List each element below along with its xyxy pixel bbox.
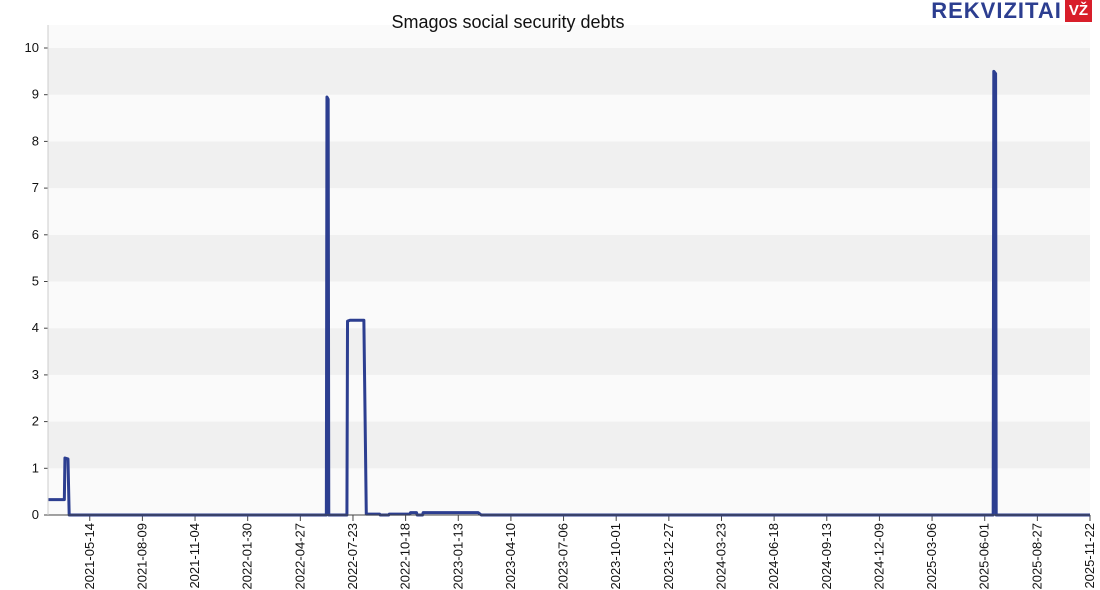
grid-band xyxy=(48,468,1090,515)
brand-wordmark: REKVIZITAI xyxy=(931,0,1062,23)
grid-band xyxy=(48,374,1090,422)
y-tick-label: 3 xyxy=(32,367,39,382)
x-tick-label: 2021-08-09 xyxy=(134,523,149,590)
grid-band xyxy=(48,421,1090,469)
x-tick-label: 2021-11-04 xyxy=(187,523,202,589)
x-tick-label: 2023-12-27 xyxy=(661,523,676,590)
x-tick-label: 2023-07-06 xyxy=(556,523,571,590)
y-tick-label: 7 xyxy=(32,180,39,195)
x-axis: 2021-05-14 2021-08-09 2021-11-04 2022-01-30… xyxy=(82,515,1097,590)
y-tick-label: 9 xyxy=(32,87,39,102)
y-tick-label: 10 xyxy=(25,40,39,55)
y-tick-label: 5 xyxy=(32,274,39,289)
grid-band xyxy=(48,281,1090,329)
y-axis: 0 1 2 3 4 5 6 7 8 9 10 xyxy=(25,40,48,522)
x-tick-label: 2024-09-13 xyxy=(819,523,834,590)
x-tick-label: 2022-07-23 xyxy=(345,523,360,590)
x-tick-label: 2024-06-18 xyxy=(766,523,781,590)
x-tick-label: 2023-10-01 xyxy=(608,523,623,590)
x-tick-label: 2025-03-06 xyxy=(924,523,939,590)
x-tick-label: 2022-01-30 xyxy=(240,523,255,590)
x-tick-label: 2024-12-09 xyxy=(871,523,886,590)
y-tick-label: 8 xyxy=(32,133,39,148)
grid-band xyxy=(48,328,1090,375)
y-tick-label: 6 xyxy=(32,227,39,242)
grid-band xyxy=(48,48,1090,95)
y-tick-label: 2 xyxy=(32,414,39,429)
brand-logo[interactable]: REKVIZITAI VŽ xyxy=(931,0,1092,22)
grid-band xyxy=(48,141,1090,189)
chart-title: Smagos social security debts xyxy=(391,12,625,32)
y-tick-label: 4 xyxy=(32,320,39,335)
x-tick-label: 2022-04-27 xyxy=(292,523,307,590)
x-tick-label: 2025-11-22 xyxy=(1082,523,1097,589)
x-tick-label: 2025-06-01 xyxy=(977,523,992,590)
x-tick-label: 2023-01-13 xyxy=(450,523,465,590)
grid-band xyxy=(48,188,1090,235)
grid-band xyxy=(48,234,1090,282)
x-tick-label: 2022-10-18 xyxy=(398,523,413,590)
grid-bands xyxy=(48,25,1090,515)
grid-band xyxy=(48,94,1090,142)
x-tick-label: 2025-08-27 xyxy=(1029,523,1044,590)
x-tick-label: 2024-03-23 xyxy=(713,523,728,590)
brand-badge: VŽ xyxy=(1064,0,1092,22)
x-tick-label: 2023-04-10 xyxy=(503,523,518,590)
x-tick-label: 2021-05-14 xyxy=(82,523,97,590)
y-tick-label: 1 xyxy=(32,460,39,475)
y-tick-label: 0 xyxy=(32,507,39,522)
